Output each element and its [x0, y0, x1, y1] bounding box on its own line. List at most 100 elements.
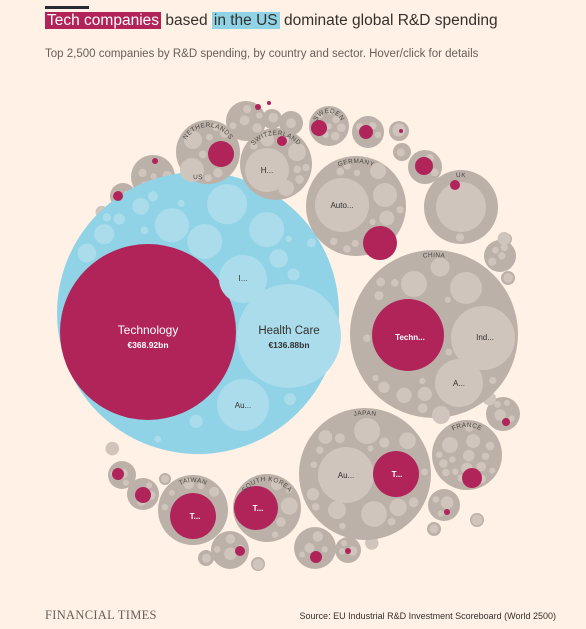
us-company-bubble[interactable] [102, 213, 112, 222]
sector-bubble[interactable] [442, 437, 458, 453]
sector-bubble[interactable] [170, 493, 216, 539]
germany-company-bubble[interactable] [351, 239, 359, 247]
us-company-bubble[interactable] [113, 213, 125, 225]
germany-company-bubble[interactable] [343, 245, 351, 253]
japan-company-bubble[interactable] [379, 437, 390, 448]
germany-company-bubble[interactable] [336, 167, 345, 176]
germany-company-bubble[interactable] [353, 169, 361, 177]
minor-company-bubble[interactable] [437, 510, 444, 517]
france-company-bubble[interactable] [463, 449, 475, 462]
tech-company-bubble[interactable] [277, 136, 287, 146]
us-company-bubble[interactable] [154, 208, 189, 243]
japan-company-bubble[interactable] [399, 432, 416, 450]
france-company-bubble[interactable] [449, 456, 456, 463]
minor-company-bubble[interactable] [374, 131, 382, 139]
sector-bubble[interactable] [245, 148, 289, 192]
minor-company-bubble[interactable] [432, 496, 440, 503]
minor-company-bubble[interactable] [430, 168, 439, 177]
switzerland-company-bubble[interactable] [302, 163, 310, 172]
sector-bubble[interactable] [363, 226, 397, 260]
us-company-bubble[interactable] [269, 249, 288, 268]
minor-company-bubble[interactable] [497, 231, 511, 246]
tech-company-bubble[interactable] [415, 157, 433, 175]
china-company-bubble[interactable] [391, 279, 399, 287]
sector-bubble[interactable] [372, 299, 444, 371]
sector-bubble[interactable] [436, 182, 486, 232]
switzerland-company-bubble[interactable] [293, 165, 302, 174]
tech-company-bubble[interactable] [345, 548, 351, 554]
us-company-bubble[interactable] [187, 224, 223, 259]
minor-company-bubble[interactable] [201, 553, 211, 563]
japan-company-bubble[interactable] [389, 498, 407, 517]
us-company-bubble[interactable] [94, 224, 115, 245]
minor-company-bubble[interactable] [150, 173, 157, 180]
us-company-bubble[interactable] [132, 197, 150, 215]
tech-company-bubble[interactable] [113, 191, 123, 201]
minor-company-bubble[interactable] [229, 122, 237, 130]
south korea-company-bubble[interactable] [285, 486, 292, 494]
sweden-company-bubble[interactable] [327, 108, 335, 115]
minor-company-bubble[interactable] [339, 548, 346, 555]
us-company-bubble[interactable] [189, 414, 203, 428]
tech-company-bubble[interactable] [450, 180, 460, 190]
south korea-company-bubble[interactable] [271, 531, 279, 538]
germany-company-bubble[interactable] [329, 237, 338, 246]
china-company-bubble[interactable] [430, 257, 450, 277]
netherlands-company-bubble[interactable] [212, 123, 221, 132]
minor-company-bubble[interactable] [138, 168, 147, 178]
japan-company-bubble[interactable] [312, 503, 320, 511]
minor-company-bubble[interactable] [440, 496, 454, 509]
japan-company-bubble[interactable] [421, 468, 428, 476]
netherlands-company-bubble[interactable] [206, 133, 213, 141]
tech-company-bubble[interactable] [310, 551, 322, 563]
japan-company-bubble[interactable] [316, 446, 324, 454]
sweden-company-bubble[interactable] [332, 115, 340, 124]
china-company-bubble[interactable] [396, 387, 412, 403]
sector-bubble[interactable] [184, 131, 202, 149]
minor-company-bubble[interactable] [146, 482, 153, 489]
tech-company-bubble[interactable] [152, 158, 158, 164]
japan-company-bubble[interactable] [306, 488, 320, 501]
france-company-bubble[interactable] [465, 423, 474, 432]
china-company-bubble[interactable] [417, 386, 432, 402]
sector-bubble[interactable] [318, 447, 374, 503]
minor-company-bubble[interactable] [396, 148, 405, 157]
taiwan-company-bubble[interactable] [168, 489, 175, 496]
minor-company-bubble[interactable] [488, 257, 497, 266]
tech-company-bubble[interactable] [112, 468, 124, 480]
sector-bubble[interactable] [180, 158, 204, 182]
japan-company-bubble[interactable] [387, 517, 396, 526]
china-company-bubble[interactable] [445, 348, 453, 356]
china-company-bubble[interactable] [372, 374, 379, 382]
tech-company-bubble[interactable] [235, 546, 245, 556]
us-company-bubble[interactable] [307, 238, 316, 248]
france-company-bubble[interactable] [435, 451, 443, 459]
us-company-bubble[interactable] [284, 393, 296, 406]
us-company-bubble[interactable] [77, 243, 97, 263]
us-company-bubble[interactable] [249, 212, 285, 248]
minor-company-bubble[interactable] [504, 399, 510, 406]
minor-company-bubble[interactable] [494, 409, 506, 421]
sector-bubble[interactable] [451, 306, 515, 370]
uk-company-bubble[interactable] [455, 233, 465, 242]
minor-company-bubble[interactable] [225, 534, 236, 544]
sector-bubble[interactable] [328, 501, 346, 519]
france-company-bubble[interactable] [452, 468, 459, 475]
tech-company-bubble[interactable] [135, 487, 151, 503]
minor-company-bubble[interactable] [286, 118, 296, 129]
china-company-bubble[interactable] [376, 277, 386, 287]
minor-company-bubble[interactable] [268, 112, 279, 123]
minor-company-bubble[interactable] [224, 547, 237, 561]
sector-bubble[interactable] [370, 163, 386, 179]
japan-company-bubble[interactable] [334, 433, 345, 444]
minor-company-bubble[interactable] [321, 546, 328, 553]
netherlands-company-bubble[interactable] [213, 168, 223, 178]
tech-company-bubble[interactable] [502, 418, 510, 426]
minor-company-bubble[interactable] [341, 540, 347, 547]
sector-bubble[interactable] [315, 178, 369, 232]
minor-company-bubble[interactable] [492, 246, 499, 254]
netherlands-company-bubble[interactable] [204, 174, 212, 182]
us-company-bubble[interactable] [147, 191, 158, 202]
japan-company-bubble[interactable] [361, 501, 387, 527]
france-company-bubble[interactable] [442, 468, 450, 477]
